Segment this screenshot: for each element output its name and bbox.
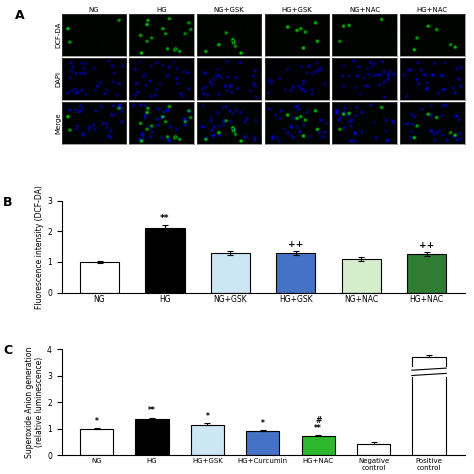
Bar [136,419,169,455]
Bar [80,428,113,455]
Title: HG+GSK: HG+GSK [282,7,312,13]
Bar [276,253,315,292]
Bar [246,431,279,455]
Title: NG+GSK: NG+GSK [214,7,245,13]
Y-axis label: DCF-DA: DCF-DA [56,22,62,48]
Text: *: * [205,412,210,421]
Text: **: ** [160,214,170,223]
Bar [146,228,184,292]
Bar [211,253,250,292]
Text: B: B [3,196,13,209]
Y-axis label: Superoxide Anion generation
(relative luminescence): Superoxide Anion generation (relative lu… [25,346,44,458]
Y-axis label: Merge: Merge [56,112,62,134]
Text: ++: ++ [419,241,434,250]
Bar [342,259,381,292]
Text: C: C [3,344,12,357]
Bar [412,357,446,455]
Bar [191,425,224,455]
Text: *: * [261,419,265,428]
Text: **: ** [148,406,156,415]
Title: HG+NAC: HG+NAC [417,7,448,13]
Text: A: A [15,9,25,22]
Y-axis label: DAPI: DAPI [56,71,62,87]
Text: *: * [95,417,99,426]
Title: NG: NG [89,7,99,13]
Text: #
**: # ** [314,416,322,433]
Bar [301,436,335,455]
Bar [357,444,390,455]
Bar [407,254,446,292]
Title: HG: HG [156,7,167,13]
Title: NG+NAC: NG+NAC [349,7,380,13]
Text: ++: ++ [288,240,303,249]
Bar [80,262,119,292]
Y-axis label: Fluorescence intensity (DCF-DA): Fluorescence intensity (DCF-DA) [35,185,44,309]
